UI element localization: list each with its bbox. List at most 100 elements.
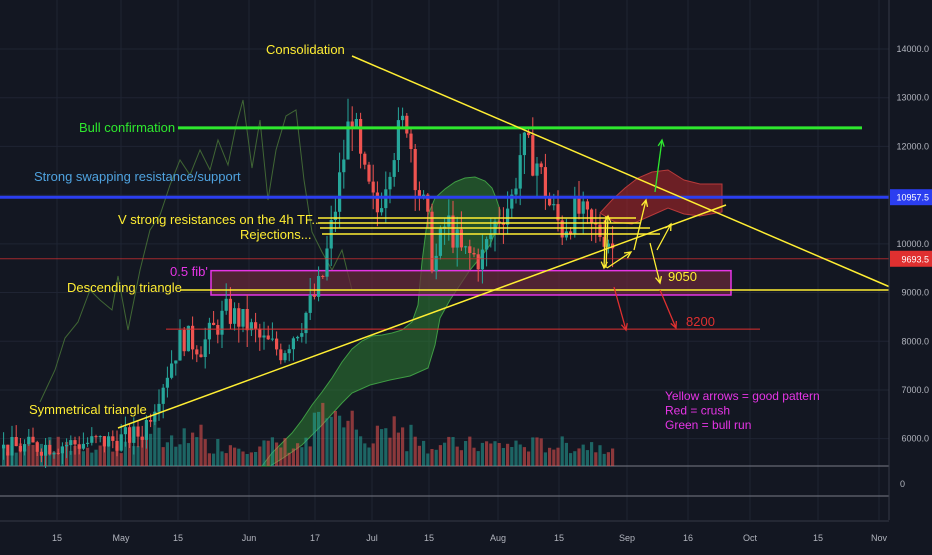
volume-bar [443,442,447,466]
volume-bar [506,443,510,466]
candle-body [136,426,140,437]
volume-bar [380,429,384,466]
candle-body [388,176,392,190]
volume-bar [405,451,409,466]
candle-body [270,338,274,340]
candle-body [392,160,396,177]
volume-bar [426,453,430,466]
price-tick-label: 7000.0 [901,385,929,395]
candle-body [39,451,43,456]
candle-body [447,215,451,227]
arrow-yellow-2 [606,251,632,269]
price-axis-bg [889,0,932,550]
arrow-yellow-4 [649,242,661,284]
candle-body [464,246,468,248]
candle-body [149,420,153,422]
candle-body [527,132,531,136]
volume-bar [228,445,232,466]
volume-bar [174,446,178,466]
volume-bar [275,442,279,466]
label-descending-triangle: Descending triangle [67,280,182,295]
volume-bar [312,412,316,466]
arrow-yellow-1b [605,215,609,269]
volume-bar [325,418,329,466]
candle-body [207,322,211,340]
candle-body [451,215,455,248]
candle-body [23,444,27,452]
candle-body [476,254,480,270]
last-price-badge [890,250,932,267]
candle-body [606,243,610,247]
volume-bar [270,437,274,466]
candle-body [165,377,169,388]
volume-bar [52,451,56,466]
volume-bar [388,437,392,466]
arrow-red-2 [659,289,677,329]
candle-body [65,445,69,447]
volume-bar [514,440,518,466]
volume-bar [535,437,539,466]
volume-bar [14,452,18,466]
volume-bar [111,451,115,466]
candle-body [569,231,573,234]
candle-body [220,310,224,335]
candle-body [413,149,417,191]
volume-bar [102,443,106,466]
volume-bar [455,446,459,466]
candle-body [140,436,144,440]
candle-body [518,155,522,189]
candle-body [262,335,266,338]
volume-bar [317,411,321,466]
volume-bar [107,440,111,466]
candle-body [312,294,316,297]
volume-bar [590,442,594,466]
candle-body [132,426,136,443]
volume-bar [552,449,556,466]
candle-body [308,294,312,313]
candle-body [233,308,237,324]
candle-body [27,436,31,445]
candle-body [480,249,484,270]
candle-body [543,167,547,199]
volume-bar [132,446,136,466]
volume-bar [472,447,476,466]
volume-bar [153,418,157,466]
volume-bar [90,452,94,466]
volume-bar [199,424,203,466]
volume-bar [543,452,547,466]
volume-bar [438,445,442,466]
candle-body [556,204,560,221]
candle-body [237,308,241,327]
volume-bar [237,448,241,466]
volume-bar [136,446,140,466]
volume-bar [342,427,346,466]
descending-resistance-line [351,55,891,288]
candle-body [506,208,510,225]
candle-body [216,325,220,335]
volume-bar [283,438,287,466]
current-price-label: 10957.5 [896,193,929,203]
candle-body [283,353,287,361]
candles[interactable] [2,98,615,468]
candle-body [438,228,442,256]
candle-body [535,163,539,176]
candle-body [577,196,581,214]
candle-body [422,194,426,197]
label-consolidation: Consolidation [266,42,345,57]
time-tick-label: 16 [683,533,693,543]
arrow-red-1 [613,286,627,331]
candle-body [107,436,111,447]
price-tick-label: 8000.0 [901,336,929,346]
candle-body [56,452,60,454]
candle-body [581,201,585,214]
volume-bar [401,427,405,466]
volume-bar [254,452,258,466]
volume-bar [359,436,363,466]
volume-bar [354,429,358,466]
volume-bar [149,433,153,466]
volume-bar [98,445,102,466]
volume-bar [564,442,568,466]
volume-bar [422,440,426,466]
candle-body [510,194,514,209]
